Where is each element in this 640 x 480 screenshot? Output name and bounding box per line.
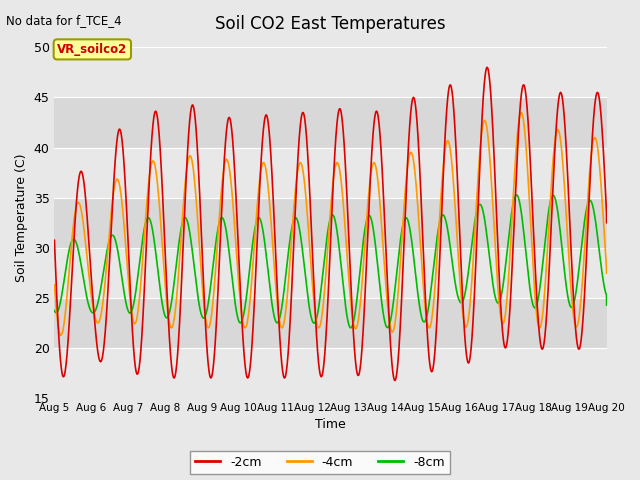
Legend: -2cm, -4cm, -8cm: -2cm, -4cm, -8cm	[190, 451, 450, 474]
Text: No data for f_TCE_4: No data for f_TCE_4	[6, 14, 122, 27]
Bar	[54, 198, 607, 248]
Y-axis label: Soil Temperature (C): Soil Temperature (C)	[15, 154, 28, 282]
Title: Soil CO2 East Temperatures: Soil CO2 East Temperatures	[215, 15, 446, 33]
Bar	[54, 97, 607, 147]
X-axis label: Time: Time	[315, 419, 346, 432]
Bar	[54, 37, 607, 97]
Bar	[54, 298, 607, 348]
Bar	[54, 147, 607, 198]
Bar	[54, 248, 607, 298]
Bar	[54, 348, 607, 398]
Text: VR_soilco2: VR_soilco2	[57, 43, 127, 56]
